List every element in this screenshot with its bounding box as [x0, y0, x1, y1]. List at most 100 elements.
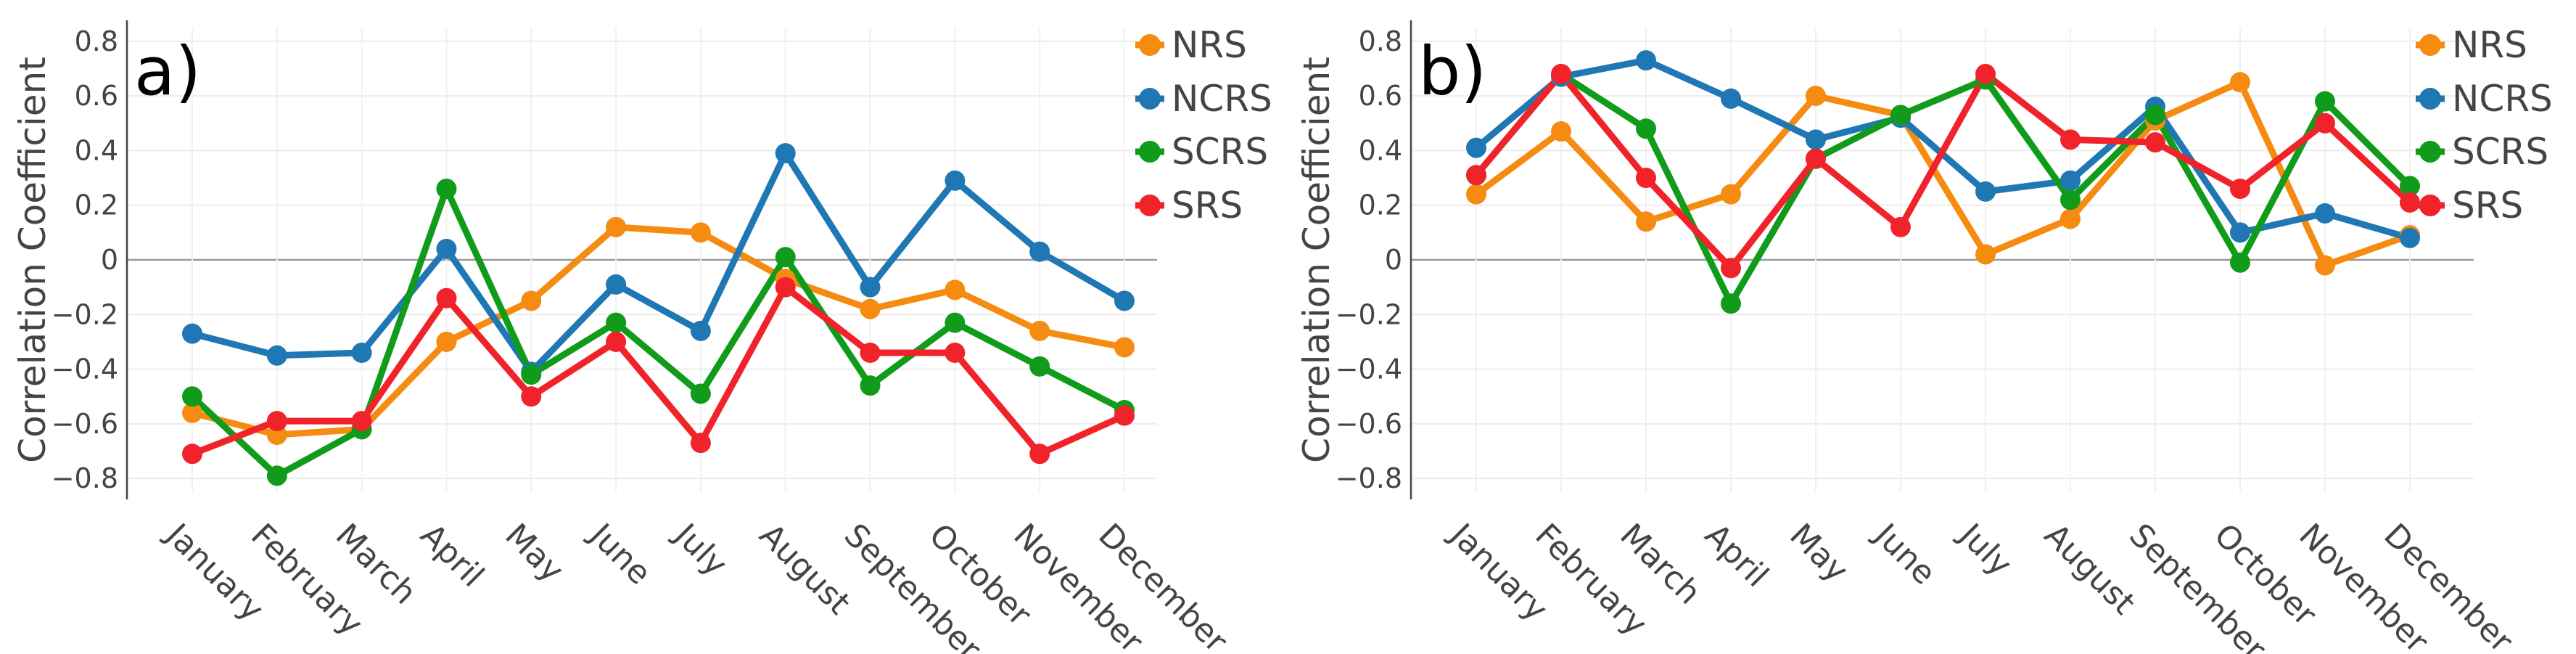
legend-marker-srs: [1139, 195, 1161, 216]
data-point-scrs: [2400, 176, 2420, 197]
data-point-ncrs: [1114, 290, 1135, 311]
legend-label-srs: SRS: [1172, 184, 1243, 226]
data-point-nrs: [2315, 255, 2335, 276]
y-tick-label: 0.2: [1359, 189, 1402, 221]
panel-label: a): [134, 33, 201, 110]
data-point-scrs: [2315, 91, 2335, 112]
data-point-srs: [1551, 64, 1571, 84]
y-tick-label: −0.8: [52, 462, 118, 494]
data-point-nrs: [1114, 337, 1135, 358]
y-axis-title: Correlation Coefficient: [12, 57, 54, 463]
data-point-scrs: [606, 312, 627, 333]
data-point-ncrs: [945, 170, 966, 191]
y-axis-title: Correlation Coefficient: [1296, 57, 1338, 463]
x-tick-label: July: [1951, 515, 2019, 584]
chart-panel-b: 0.8 0.6 0.4 0.2 0 −0.2 −0.4 −0.6 −0.8Correlation…: [1296, 20, 2553, 654]
data-point-ncrs: [2400, 227, 2420, 248]
data-point-srs: [606, 331, 627, 352]
data-point-srs: [521, 386, 542, 407]
x-tick-label: April: [413, 517, 491, 594]
data-point-ncrs: [1466, 137, 1486, 158]
data-point-ncrs: [182, 323, 202, 344]
data-point-nrs: [2060, 208, 2081, 229]
data-point-ncrs: [1721, 88, 1741, 109]
legend-marker-ncrs: [2419, 88, 2441, 110]
data-point-nrs: [690, 222, 711, 243]
series-line-scrs: [1473, 70, 2414, 307]
data-point-srs: [1890, 216, 1911, 237]
y-tick-label: 0.2: [75, 189, 118, 221]
data-point-srs: [1636, 168, 1656, 189]
data-point-nrs: [521, 290, 542, 311]
x-tick-label: July: [666, 515, 734, 584]
x-tick-label: June: [1866, 515, 1943, 592]
data-point-scrs: [1890, 105, 1911, 126]
data-point-nrs: [606, 216, 627, 237]
y-tick-label: −0.2: [1336, 298, 1402, 330]
legend-label-ncrs: NCRS: [1172, 78, 1272, 120]
x-tick-label: June: [581, 515, 658, 592]
data-point-srs: [2315, 113, 2335, 134]
y-tick-label: −0.4: [1336, 353, 1402, 385]
x-tick-label: April: [1698, 517, 1775, 594]
y-tick-label: 0.8: [1359, 25, 1402, 57]
data-point-ncrs: [1806, 129, 1826, 150]
data-point-srs: [436, 287, 457, 308]
data-point-srs: [775, 277, 796, 298]
data-point-nrs: [1721, 184, 1741, 205]
panel-label: b): [1418, 33, 1486, 110]
y-tick-label: 0.6: [1359, 80, 1402, 112]
x-tick-label: August: [752, 517, 857, 622]
data-point-ncrs: [266, 345, 287, 366]
legend-label-scrs: SCRS: [2452, 131, 2548, 173]
legend-label-nrs: NRS: [2452, 24, 2527, 66]
data-point-scrs: [1721, 293, 1741, 314]
legend-label-scrs: SCRS: [1172, 131, 1268, 173]
legend-marker-nrs: [1139, 34, 1161, 56]
data-point-srs: [1721, 258, 1741, 279]
y-tick-label: −0.2: [52, 298, 118, 330]
y-tick-label: 0: [101, 244, 118, 276]
data-point-ncrs: [2315, 203, 2335, 224]
data-point-ncrs: [436, 238, 457, 259]
data-point-scrs: [1029, 356, 1050, 377]
y-tick-label: −0.6: [52, 408, 118, 440]
data-point-srs: [2145, 132, 2165, 153]
data-point-ncrs: [1029, 241, 1050, 262]
data-point-nrs: [945, 279, 966, 301]
y-tick-label: 0.8: [75, 25, 118, 57]
data-point-scrs: [2145, 105, 2165, 126]
legend-label-ncrs: NCRS: [2452, 78, 2553, 120]
series-line-nrs: [189, 224, 1128, 438]
data-point-srs: [1466, 165, 1486, 186]
data-point-scrs: [266, 465, 287, 486]
x-tick-label: May: [498, 517, 570, 589]
data-point-ncrs: [775, 143, 796, 164]
data-point-scrs: [182, 386, 202, 407]
data-point-srs: [690, 433, 711, 454]
data-point-ncrs: [690, 320, 711, 341]
data-point-srs: [1975, 64, 1996, 84]
x-tick-label: May: [1782, 517, 1855, 589]
data-point-ncrs: [351, 343, 372, 363]
y-tick-label: 0.6: [75, 80, 118, 112]
y-tick-label: −0.6: [1336, 408, 1402, 440]
y-tick-label: 0.4: [1359, 134, 1402, 166]
legend-marker-scrs: [1139, 141, 1161, 163]
data-point-nrs: [860, 298, 881, 319]
data-point-ncrs: [2230, 222, 2250, 243]
data-point-nrs: [1636, 211, 1656, 232]
x-tick-label: August: [2037, 517, 2142, 622]
data-point-ncrs: [606, 274, 627, 295]
data-point-srs: [2400, 192, 2420, 213]
data-point-nrs: [1975, 244, 1996, 265]
data-point-srs: [945, 343, 966, 363]
data-point-ncrs: [860, 277, 881, 298]
series-line-srs: [189, 284, 1128, 457]
data-point-srs: [1029, 444, 1050, 465]
data-point-srs: [1114, 405, 1135, 426]
series-line-nrs: [1473, 78, 2414, 269]
data-point-srs: [2060, 129, 2081, 150]
